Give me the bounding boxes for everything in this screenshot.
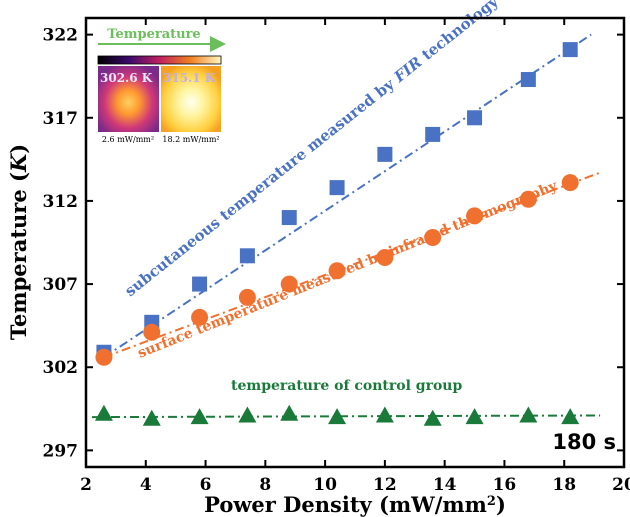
thermal-inset: Temperature 302.6 K 315.1 K 2.6 mW/mm² 1… [98, 27, 222, 144]
y-tick-label: 302 [43, 358, 79, 378]
data-point [280, 405, 298, 421]
data-point [238, 406, 256, 422]
data-point [143, 410, 161, 426]
data-point [330, 180, 345, 195]
data-point [282, 210, 297, 225]
y-tick-label: 307 [43, 275, 79, 295]
inset-colorbar [98, 56, 221, 64]
x-tick-label: 2 [80, 475, 92, 495]
data-point [377, 147, 392, 162]
x-tick-label: 18 [552, 475, 576, 495]
data-point [562, 174, 579, 191]
data-point [467, 110, 482, 125]
y-tick-label: 297 [43, 441, 79, 461]
data-point [240, 248, 255, 263]
thermal-temp-low: 302.6 K [100, 71, 153, 85]
data-point [192, 277, 207, 292]
series-label: temperature of control group [231, 378, 462, 394]
thermal-caption-high: 18.2 mW/mm² [162, 135, 219, 144]
series-label: surface temperature measured by infrared… [136, 178, 561, 362]
series-label: subcutaneous temperature measured by FIR… [121, 0, 502, 300]
data-point [424, 410, 442, 426]
data-point [95, 349, 112, 366]
y-tick-label: 317 [43, 109, 79, 129]
data-point [521, 72, 536, 87]
time-label: 180 s [552, 430, 616, 454]
x-tick-label: 20 [612, 475, 630, 495]
x-axis-label: Power Density (mW/mm2) [204, 492, 506, 517]
x-tick-label: 4 [140, 475, 152, 495]
thermal-temp-high: 315.1 K [163, 71, 216, 85]
data-point [519, 406, 537, 422]
inset-title: Temperature [107, 27, 200, 42]
y-tick-label: 322 [43, 26, 79, 46]
data-point [95, 405, 113, 421]
y-tick-label: 312 [43, 192, 79, 212]
y-axis-label: Temperature (K) [6, 144, 31, 340]
thermal-caption-low: 2.6 mW/mm² [102, 135, 154, 144]
data-point [425, 127, 440, 142]
data-point [563, 42, 578, 57]
series-triangle [95, 405, 579, 426]
data-point [376, 406, 394, 422]
data-point [561, 408, 579, 424]
